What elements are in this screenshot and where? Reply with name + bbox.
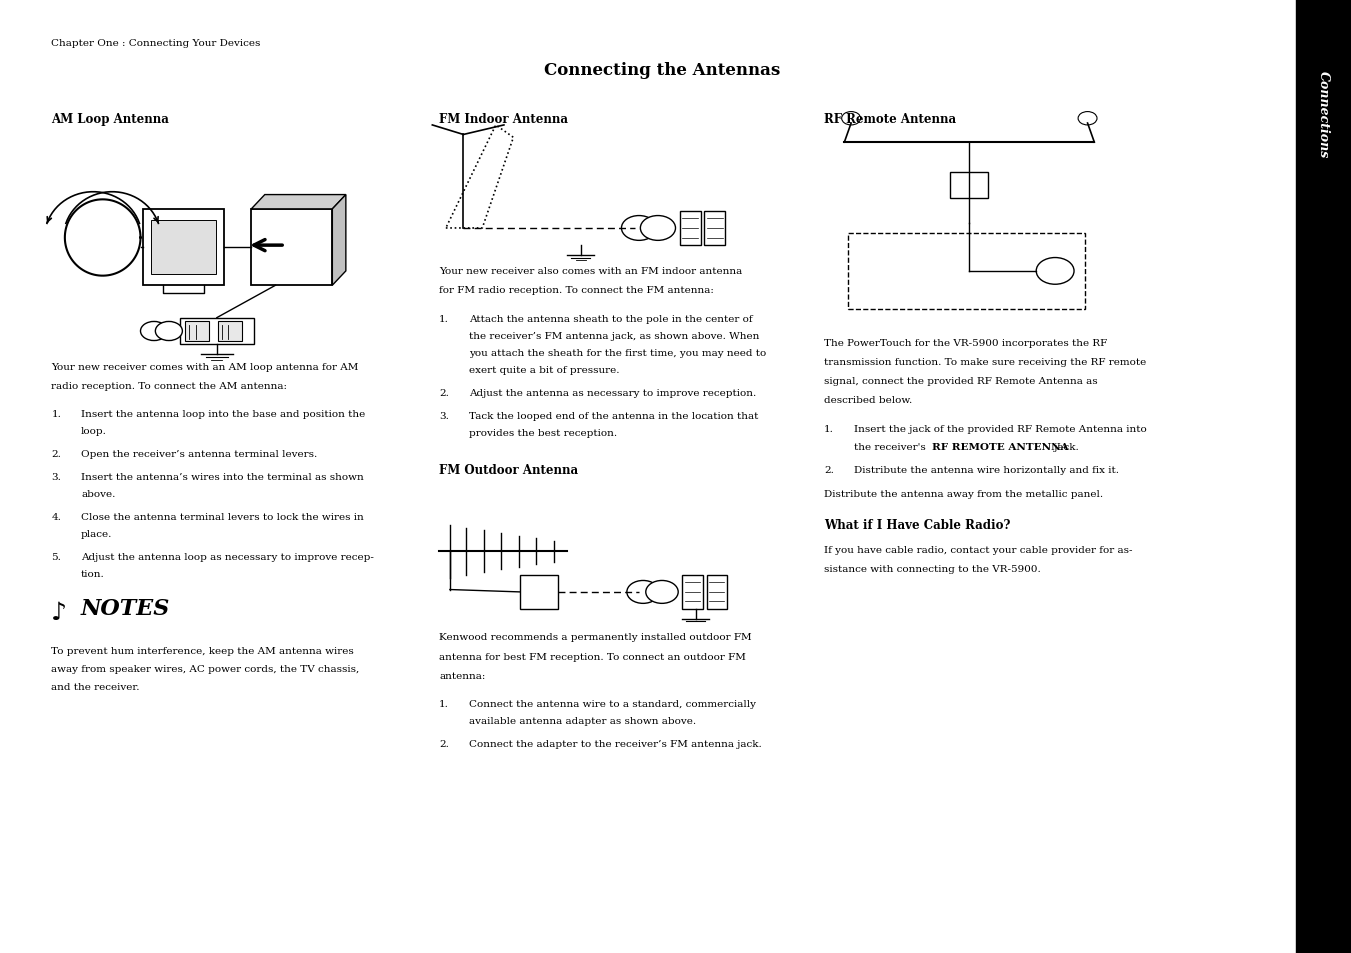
Polygon shape bbox=[251, 195, 346, 210]
Text: 1.: 1. bbox=[439, 314, 449, 323]
Text: transmission function. To make sure receiving the RF remote: transmission function. To make sure rece… bbox=[824, 357, 1147, 366]
Text: you attach the sheath for the first time, you may need to: you attach the sheath for the first time… bbox=[469, 349, 766, 357]
Text: Kenwood recommends a permanently installed outdoor FM: Kenwood recommends a permanently install… bbox=[439, 633, 751, 641]
Text: Chapter One : Connecting Your Devices: Chapter One : Connecting Your Devices bbox=[51, 39, 261, 48]
Text: To prevent hum interference, keep the AM antenna wires: To prevent hum interference, keep the AM… bbox=[51, 646, 354, 655]
Text: Insert the jack of the provided RF Remote Antenna into: Insert the jack of the provided RF Remot… bbox=[854, 424, 1147, 433]
Text: The PowerTouch for the VR-5900 incorporates the RF: The PowerTouch for the VR-5900 incorpora… bbox=[824, 338, 1108, 347]
Bar bbox=[707, 576, 727, 610]
Text: the receiver's: the receiver's bbox=[854, 442, 929, 451]
Text: Connections: Connections bbox=[1317, 71, 1329, 158]
Bar bbox=[218, 322, 242, 341]
Bar bbox=[180, 318, 254, 345]
Text: FM Outdoor Antenna: FM Outdoor Antenna bbox=[439, 463, 578, 476]
Text: NOTES: NOTES bbox=[81, 598, 170, 619]
Polygon shape bbox=[332, 195, 346, 286]
Text: Tack the looped end of the antenna in the location that: Tack the looped end of the antenna in th… bbox=[469, 412, 758, 420]
Text: Distribute the antenna away from the metallic panel.: Distribute the antenna away from the met… bbox=[824, 490, 1104, 498]
Text: available antenna adapter as shown above.: available antenna adapter as shown above… bbox=[469, 717, 696, 725]
Text: 3.: 3. bbox=[51, 473, 61, 481]
Text: 3.: 3. bbox=[439, 412, 449, 420]
Bar bbox=[45, 122, 396, 345]
Text: 1.: 1. bbox=[824, 424, 834, 433]
Text: the receiver’s FM antenna jack, as shown above. When: the receiver’s FM antenna jack, as shown… bbox=[469, 332, 759, 340]
Text: 5.: 5. bbox=[51, 553, 61, 561]
Circle shape bbox=[627, 581, 659, 604]
Text: 2.: 2. bbox=[51, 450, 61, 458]
Text: for FM radio reception. To connect the FM antenna:: for FM radio reception. To connect the F… bbox=[439, 286, 713, 294]
Circle shape bbox=[842, 112, 861, 126]
Text: 2.: 2. bbox=[439, 740, 449, 748]
Text: Connect the antenna wire to a standard, commercially: Connect the antenna wire to a standard, … bbox=[469, 700, 755, 708]
Bar bbox=[151, 221, 216, 274]
Text: RF Remote Antenna: RF Remote Antenna bbox=[824, 112, 957, 126]
Circle shape bbox=[640, 216, 676, 241]
Text: tion.: tion. bbox=[81, 570, 105, 578]
Bar bbox=[185, 322, 209, 341]
Text: radio reception. To connect the AM antenna:: radio reception. To connect the AM anten… bbox=[51, 381, 288, 390]
Text: antenna for best FM reception. To connect an outdoor FM: antenna for best FM reception. To connec… bbox=[439, 652, 746, 660]
Text: Open the receiver’s antenna terminal levers.: Open the receiver’s antenna terminal lev… bbox=[81, 450, 317, 458]
Bar bbox=[682, 576, 703, 610]
Text: What if I Have Cable Radio?: What if I Have Cable Radio? bbox=[824, 518, 1011, 532]
Text: away from speaker wires, AC power cords, the TV chassis,: away from speaker wires, AC power cords,… bbox=[51, 664, 359, 673]
Text: described below.: described below. bbox=[824, 395, 912, 404]
Text: place.: place. bbox=[81, 530, 112, 538]
Text: sistance with connecting to the VR-5900.: sistance with connecting to the VR-5900. bbox=[824, 564, 1040, 573]
Text: and the receiver.: and the receiver. bbox=[51, 682, 141, 691]
Circle shape bbox=[1036, 258, 1074, 285]
Text: signal, connect the provided RF Remote Antenna as: signal, connect the provided RF Remote A… bbox=[824, 376, 1098, 385]
Text: 2.: 2. bbox=[824, 465, 834, 474]
Text: above.: above. bbox=[81, 490, 115, 498]
Text: 1.: 1. bbox=[439, 700, 449, 708]
Bar bbox=[680, 212, 701, 246]
Circle shape bbox=[1078, 112, 1097, 126]
Text: Adjust the antenna as necessary to improve reception.: Adjust the antenna as necessary to impro… bbox=[469, 389, 757, 397]
Text: Your new receiver also comes with an FM indoor antenna: Your new receiver also comes with an FM … bbox=[439, 267, 742, 275]
Text: ♪: ♪ bbox=[51, 600, 68, 624]
Text: Adjust the antenna loop as necessary to improve recep-: Adjust the antenna loop as necessary to … bbox=[81, 553, 374, 561]
Circle shape bbox=[141, 322, 168, 341]
Text: jack.: jack. bbox=[1051, 442, 1079, 451]
Text: Attach the antenna sheath to the pole in the center of: Attach the antenna sheath to the pole in… bbox=[469, 314, 753, 323]
Bar bbox=[143, 210, 224, 286]
Text: Close the antenna terminal levers to lock the wires in: Close the antenna terminal levers to loc… bbox=[81, 513, 363, 521]
Text: 2.: 2. bbox=[439, 389, 449, 397]
Text: Insert the antenna loop into the base and position the: Insert the antenna loop into the base an… bbox=[81, 410, 365, 418]
Bar bbox=[1296, 0, 1351, 953]
Text: If you have cable radio, contact your cable provider for as-: If you have cable radio, contact your ca… bbox=[824, 545, 1132, 554]
Text: Connect the adapter to the receiver’s FM antenna jack.: Connect the adapter to the receiver’s FM… bbox=[469, 740, 762, 748]
Text: Insert the antenna’s wires into the terminal as shown: Insert the antenna’s wires into the term… bbox=[81, 473, 363, 481]
Text: FM Indoor Antenna: FM Indoor Antenna bbox=[439, 112, 567, 126]
Bar bbox=[950, 172, 988, 199]
Text: loop.: loop. bbox=[81, 427, 107, 436]
Text: Distribute the antenna wire horizontally and fix it.: Distribute the antenna wire horizontally… bbox=[854, 465, 1119, 474]
Bar bbox=[848, 233, 1085, 310]
Circle shape bbox=[621, 216, 657, 241]
Bar bbox=[251, 210, 332, 286]
Text: exert quite a bit of pressure.: exert quite a bit of pressure. bbox=[469, 366, 619, 375]
Bar bbox=[704, 212, 725, 246]
Text: 1.: 1. bbox=[51, 410, 61, 418]
Text: Connecting the Antennas: Connecting the Antennas bbox=[544, 62, 780, 79]
Text: RF REMOTE ANTENNA: RF REMOTE ANTENNA bbox=[932, 442, 1069, 451]
Circle shape bbox=[155, 322, 182, 341]
Bar bbox=[520, 576, 558, 609]
Text: antenna:: antenna: bbox=[439, 671, 485, 679]
Circle shape bbox=[646, 581, 678, 604]
Text: AM Loop Antenna: AM Loop Antenna bbox=[51, 112, 169, 126]
Text: provides the best reception.: provides the best reception. bbox=[469, 429, 617, 437]
Text: 4.: 4. bbox=[51, 513, 61, 521]
Text: Your new receiver comes with an AM loop antenna for AM: Your new receiver comes with an AM loop … bbox=[51, 362, 359, 371]
